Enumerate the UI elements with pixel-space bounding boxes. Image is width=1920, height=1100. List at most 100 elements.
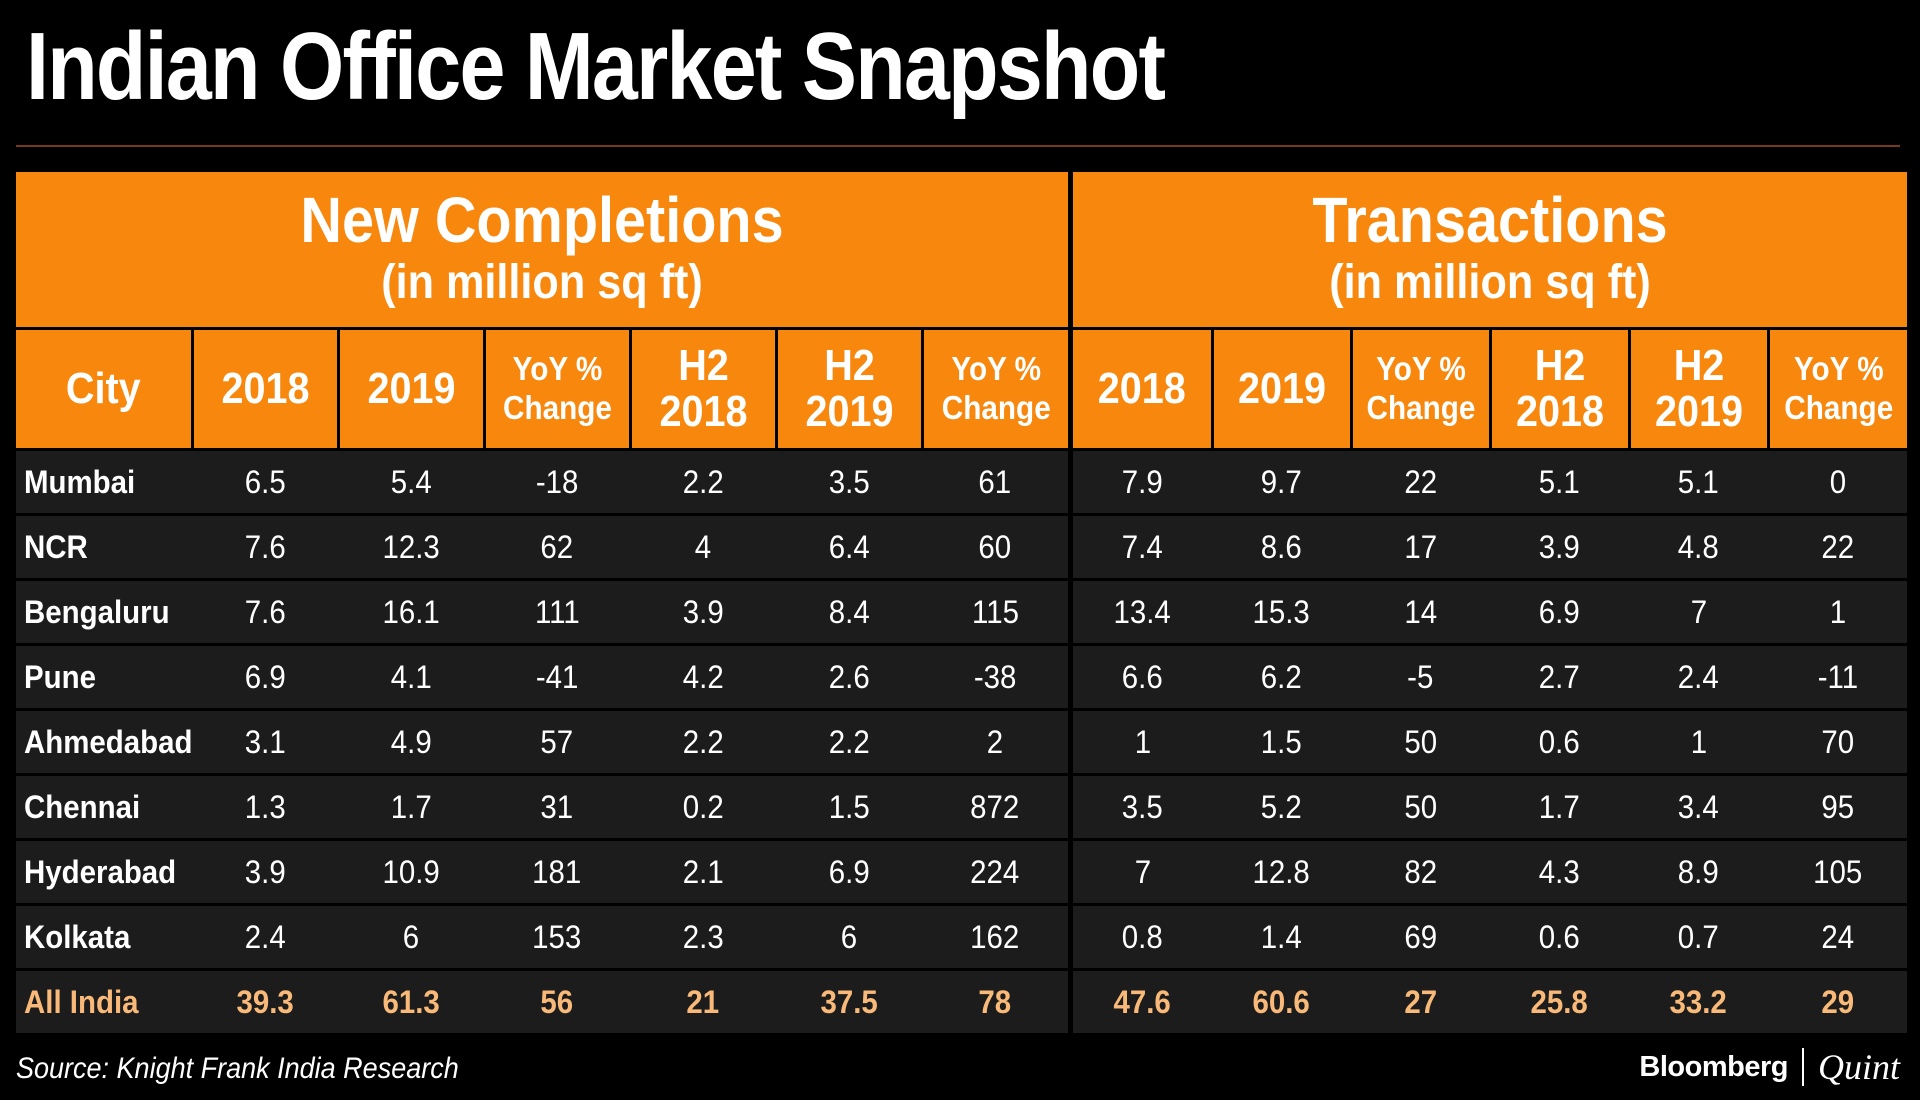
cell-value-text: 9.7	[1261, 463, 1302, 500]
cell-value: 22	[1768, 513, 1908, 580]
cell-value-text: 1	[1690, 723, 1707, 760]
cell-value: 8.4	[776, 578, 922, 645]
cell-value: 3.4	[1629, 773, 1769, 840]
cell-value-text: 7.9	[1122, 463, 1163, 500]
cell-value: 0.6	[1490, 903, 1630, 970]
cell-value-text: 60.6	[1252, 983, 1311, 1020]
cell-value: 115	[922, 578, 1069, 645]
cell-value-text: 17	[1404, 528, 1437, 565]
cell-value-text: 31	[540, 788, 574, 825]
cell-value: 7.6	[192, 513, 338, 580]
row-separator	[1068, 774, 1074, 840]
column-header-label: 2018	[1097, 363, 1186, 413]
cell-value: 6.9	[192, 643, 338, 710]
cell-value-text: 61.3	[382, 983, 440, 1020]
cell-value-text: 0.7	[1678, 918, 1719, 955]
cell-value: 5.1	[1629, 448, 1769, 515]
cell-city-label: Kolkata	[24, 918, 131, 955]
cell-value-text: 57	[540, 723, 574, 760]
cell-value-text: 6.2	[1261, 658, 1302, 695]
cell-value: 1.5	[1212, 708, 1352, 775]
cell-value-text: -18	[535, 463, 579, 500]
column-header-label: H2	[677, 340, 729, 390]
cell-value: 1.3	[192, 773, 338, 840]
cell-value-text: 21	[686, 983, 720, 1020]
cell-value-text: 61	[978, 463, 1012, 500]
column-header-completions-h2-2018: H2 2018	[628, 327, 776, 450]
cell-value: 7	[1073, 838, 1213, 905]
cell-value: 39.3	[192, 968, 338, 1033]
cell-value-text: 25.8	[1530, 983, 1589, 1020]
column-header-label: 2019	[366, 363, 456, 413]
cell-value: 60	[922, 513, 1069, 580]
cell-value-text: 5.4	[390, 463, 432, 500]
cell-value-text: 0.6	[1539, 723, 1580, 760]
cell-value: 8.9	[1629, 838, 1769, 905]
cell-city-label: All India	[24, 983, 139, 1020]
cell-value: 0.8	[1073, 903, 1213, 970]
column-header-label: YoY %	[1793, 350, 1884, 388]
logo-quint: Quint	[1817, 1047, 1900, 1087]
cell-value-text: 7.6	[244, 593, 286, 630]
column-header-label: 2018	[1515, 387, 1604, 436]
cell-value: 2	[922, 708, 1069, 775]
cell-value: 7	[1629, 578, 1769, 645]
cell-city-label: NCR	[24, 528, 88, 565]
cell-value-text: 4.1	[390, 658, 432, 695]
cell-value-text: 1	[1829, 593, 1846, 630]
cell-value: 105	[1768, 838, 1908, 905]
table-row: Hyderabad 3.9 10.9 181 2.1 6.9 224 7 12.8 82 4.3 8.…	[16, 838, 1908, 905]
cell-value: 2.3	[630, 903, 776, 970]
cell-city-label: Ahmedabad	[24, 723, 193, 760]
cell-value-text: 4.2	[682, 658, 724, 695]
cell-value: 0.7	[1629, 903, 1769, 970]
cell-value: 162	[922, 903, 1069, 970]
cell-value-text: 78	[978, 983, 1012, 1020]
cell-value-text: 6.9	[1539, 593, 1580, 630]
group-unit-transactions: (in million sq ft)	[1329, 256, 1651, 310]
column-header-city-label: City	[65, 364, 141, 413]
cell-value: 2.2	[630, 708, 776, 775]
cell-value-text: 1	[1134, 723, 1151, 760]
table-row: Pune 6.9 4.1 -41 4.2 2.6 -38 6.6 6.2 -5 2.7 2.4 -11	[16, 643, 1908, 710]
column-header-label: Change	[1366, 389, 1475, 426]
column-header-label: H2	[823, 340, 875, 390]
cell-value-text: 6.5	[244, 463, 286, 500]
cell-value: 4	[630, 513, 776, 580]
cell-value-text: 95	[1821, 788, 1854, 825]
column-header-completions-h2-yoy: YoY % Change	[920, 327, 1069, 450]
cell-value-text: 12.8	[1252, 853, 1311, 890]
cell-value-text: 4.8	[1678, 528, 1719, 565]
cell-value: 6	[776, 903, 922, 970]
data-table-wrap: New Completions (in million sq ft) Trans…	[16, 172, 1908, 1033]
cell-city: Hyderabad	[16, 838, 192, 905]
cell-value: 0.2	[630, 773, 776, 840]
cell-value-text: 7	[1690, 593, 1707, 630]
column-header-row: City 2018 2019 YoY % Change H2 2018	[16, 327, 1908, 450]
cell-value-text: 1.3	[244, 788, 286, 825]
table-row: NCR 7.6 12.3 62 4 6.4 60 7.4 8.6 17 3.9 4.8 22	[16, 513, 1908, 580]
cell-value-text: 3.5	[1122, 788, 1163, 825]
cell-value: 2.2	[776, 708, 922, 775]
cell-value: 5.2	[1212, 773, 1352, 840]
cell-value-text: 6	[402, 918, 420, 955]
cell-value-text: 3.1	[244, 723, 286, 760]
cell-value: 111	[484, 578, 630, 645]
cell-value: 27	[1351, 968, 1491, 1033]
cell-value: 6.9	[776, 838, 922, 905]
cell-value: 57	[484, 708, 630, 775]
cell-value: 31	[484, 773, 630, 840]
table-body: Mumbai 6.5 5.4 -18 2.2 3.5 61 7.9 9.7 22 5.1 5.1 0 NC…	[16, 448, 1908, 1033]
cell-city: All India	[16, 968, 192, 1033]
column-header-transactions-h2-2018: H2 2018	[1488, 327, 1630, 450]
cell-value-text: 2.2	[682, 463, 724, 500]
cell-value-text: 5.2	[1261, 788, 1302, 825]
table-row: Mumbai 6.5 5.4 -18 2.2 3.5 61 7.9 9.7 22 5.1 5.1 0	[16, 448, 1908, 515]
cell-value-text: 1.5	[828, 788, 870, 825]
column-header-label: Change	[1783, 389, 1893, 426]
cell-value: 2.2	[630, 448, 776, 515]
cell-city: Chennai	[16, 773, 192, 840]
cell-value: 69	[1351, 903, 1491, 970]
cell-value-text: 3.9	[244, 853, 286, 890]
